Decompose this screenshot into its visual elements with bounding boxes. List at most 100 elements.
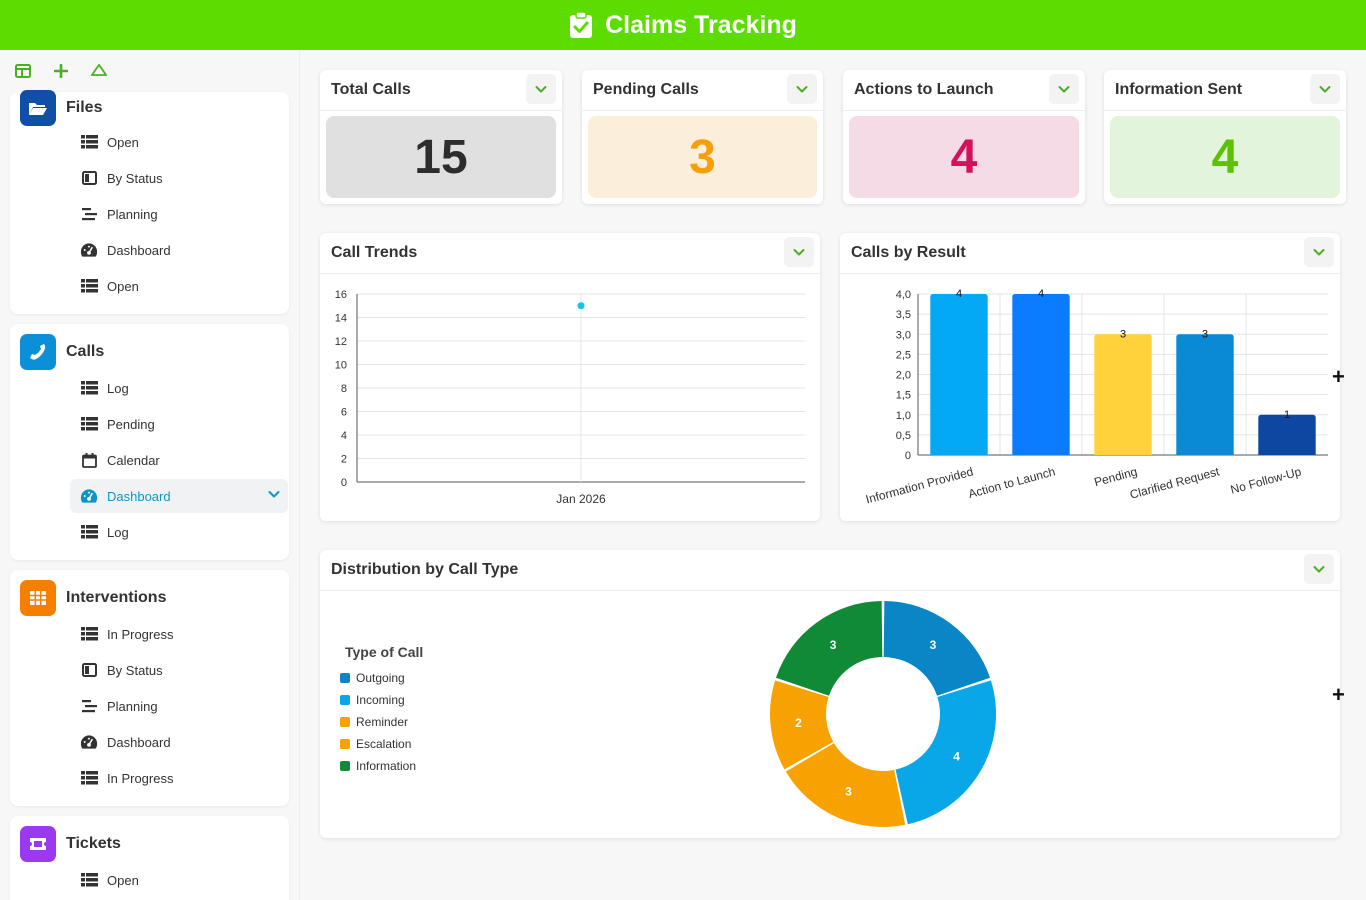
bar[interactable] <box>1012 294 1070 455</box>
sidebar-toolbar <box>10 60 112 82</box>
files-group-header[interactable]: Files <box>20 90 102 126</box>
tickets-group-title: Tickets <box>66 835 121 852</box>
sidebar-item-calls-log[interactable]: Log <box>70 371 288 405</box>
sidebar-item-label: In Progress <box>107 770 174 786</box>
donut-slice[interactable] <box>770 680 834 770</box>
kpi-title: Actions to Launch <box>854 81 994 98</box>
recycle-icon[interactable] <box>86 60 112 82</box>
donut-slice[interactable] <box>785 743 906 827</box>
sidebar-item-label: Calendar <box>107 452 160 468</box>
legend-label[interactable]: Information <box>356 759 416 773</box>
donut-slice[interactable] <box>895 680 996 825</box>
bar[interactable] <box>1094 334 1152 455</box>
sidebar-item-label: Open <box>107 278 139 294</box>
y-tick-label: 3,5 <box>896 309 911 321</box>
files-group: Files Open By Status Planning Dashboard … <box>10 90 289 314</box>
table-list-icon <box>80 134 98 150</box>
x-tick-label: Pending <box>1093 464 1139 489</box>
donut-slice[interactable] <box>775 601 883 696</box>
sidebar-item-calls-pending[interactable]: Pending <box>70 407 288 441</box>
layout-icon[interactable] <box>10 60 36 82</box>
sidebar-item-calls-calendar[interactable]: Calendar <box>70 443 288 477</box>
chevron-down-icon[interactable] <box>526 74 556 104</box>
y-tick-label: 4,0 <box>896 289 911 301</box>
chevron-down-icon[interactable] <box>1304 237 1334 267</box>
chevron-down-icon[interactable] <box>268 488 280 503</box>
interventions-group: Interventions In Progress By Status Plan… <box>10 570 289 806</box>
app-header: Claims Tracking <box>0 0 1366 50</box>
sidebar-item-files-open-2[interactable]: Open <box>70 269 288 303</box>
calls-group: Calls Log Pending Calendar Dashboard Log <box>10 324 289 560</box>
sidebar-item-interventions-planning[interactable]: Planning <box>70 689 288 723</box>
bar-data-label: 3 <box>1120 328 1126 340</box>
kpi-title: Total Calls <box>331 81 411 98</box>
kpi-card-total-calls: Total Calls 15 <box>320 70 562 204</box>
calendar-icon <box>80 452 98 468</box>
kpi-card-pending-calls: Pending Calls 3 <box>582 70 823 204</box>
y-tick-label: 8 <box>341 383 347 395</box>
calls-group-title: Calls <box>66 343 105 360</box>
kpi-title: Information Sent <box>1115 81 1243 98</box>
legend-swatch[interactable] <box>340 695 350 705</box>
slice-data-label: 3 <box>930 638 937 652</box>
table-list-icon <box>80 626 98 642</box>
gauge-icon <box>80 488 98 504</box>
legend-label[interactable]: Incoming <box>356 693 405 707</box>
kpi-card-actions-to-launch: Actions to Launch 4 <box>843 70 1085 204</box>
interventions-group-header[interactable]: Interventions <box>20 580 166 616</box>
ticket-icon <box>20 826 56 862</box>
data-point[interactable] <box>577 302 585 310</box>
sidebar-item-calls-dashboard[interactable]: Dashboard <box>70 479 288 513</box>
sidebar-item-label: By Status <box>107 662 163 678</box>
gauge-icon <box>80 734 98 750</box>
chevron-down-icon[interactable] <box>784 237 814 267</box>
add-widget-button-2[interactable]: + <box>1332 682 1345 707</box>
bar[interactable] <box>930 294 988 455</box>
tickets-group: Tickets Open <box>10 816 289 900</box>
chevron-down-icon[interactable] <box>1310 74 1340 104</box>
plus-icon[interactable] <box>48 60 74 82</box>
tickets-group-header[interactable]: Tickets <box>20 826 121 862</box>
gauge-icon <box>80 242 98 258</box>
calls-group-header[interactable]: Calls <box>20 334 104 370</box>
sidebar-item-interventions-by-status[interactable]: By Status <box>70 653 288 687</box>
legend-label[interactable]: Outgoing <box>356 671 405 685</box>
interventions-group-title: Interventions <box>66 589 167 606</box>
grid-icon <box>20 580 56 616</box>
sidebar-item-label: Open <box>107 134 139 150</box>
legend-swatch[interactable] <box>340 739 350 749</box>
add-widget-button[interactable]: + <box>1332 364 1345 389</box>
sidebar-item-interventions-in-progress-2[interactable]: In Progress <box>70 761 288 795</box>
legend-label[interactable]: Reminder <box>356 715 408 729</box>
sidebar-item-label: By Status <box>107 170 163 186</box>
calls-by-result-panel: Calls by Result 0 0,5 1,0 1,5 2,0 2,5 3,0 3,5 4,… <box>840 233 1340 521</box>
slice-data-label: 3 <box>845 785 852 799</box>
sidebar-item-label: Log <box>107 524 129 540</box>
sidebar-item-interventions-in-progress[interactable]: In Progress <box>70 617 288 651</box>
x-tick-label: Action to Launch <box>967 464 1057 501</box>
table-list-icon <box>80 278 98 294</box>
sidebar-item-tickets-open[interactable]: Open <box>70 863 288 897</box>
bar[interactable] <box>1176 334 1234 455</box>
sidebar: Files Open By Status Planning Dashboard … <box>0 50 300 900</box>
chevron-down-icon[interactable] <box>1304 554 1334 584</box>
sidebar-item-interventions-dashboard[interactable]: Dashboard <box>70 725 288 759</box>
planning-icon <box>80 698 98 714</box>
bar[interactable] <box>1258 414 1316 455</box>
sidebar-item-calls-log-2[interactable]: Log <box>70 515 288 549</box>
donut-slice[interactable] <box>883 601 991 696</box>
chevron-down-icon[interactable] <box>1049 74 1079 104</box>
folder-open-icon <box>20 90 56 126</box>
sidebar-item-files-planning[interactable]: Planning <box>70 197 288 231</box>
sidebar-item-files-dashboard[interactable]: Dashboard <box>70 233 288 267</box>
legend-swatch[interactable] <box>340 717 350 727</box>
legend-swatch[interactable] <box>340 673 350 683</box>
calls-by-result-chart: 0 0,5 1,0 1,5 2,0 2,5 3,0 3,5 4,0 4 Information Pr… <box>864 288 1328 507</box>
y-tick-label: 0 <box>905 450 911 462</box>
legend-swatch[interactable] <box>340 761 350 771</box>
sidebar-item-files-by-status[interactable]: By Status <box>70 161 288 195</box>
sidebar-item-files-open[interactable]: Open <box>70 125 288 159</box>
y-tick-label: 3,0 <box>896 329 911 341</box>
legend-label[interactable]: Escalation <box>356 737 411 751</box>
chevron-down-icon[interactable] <box>787 74 817 104</box>
